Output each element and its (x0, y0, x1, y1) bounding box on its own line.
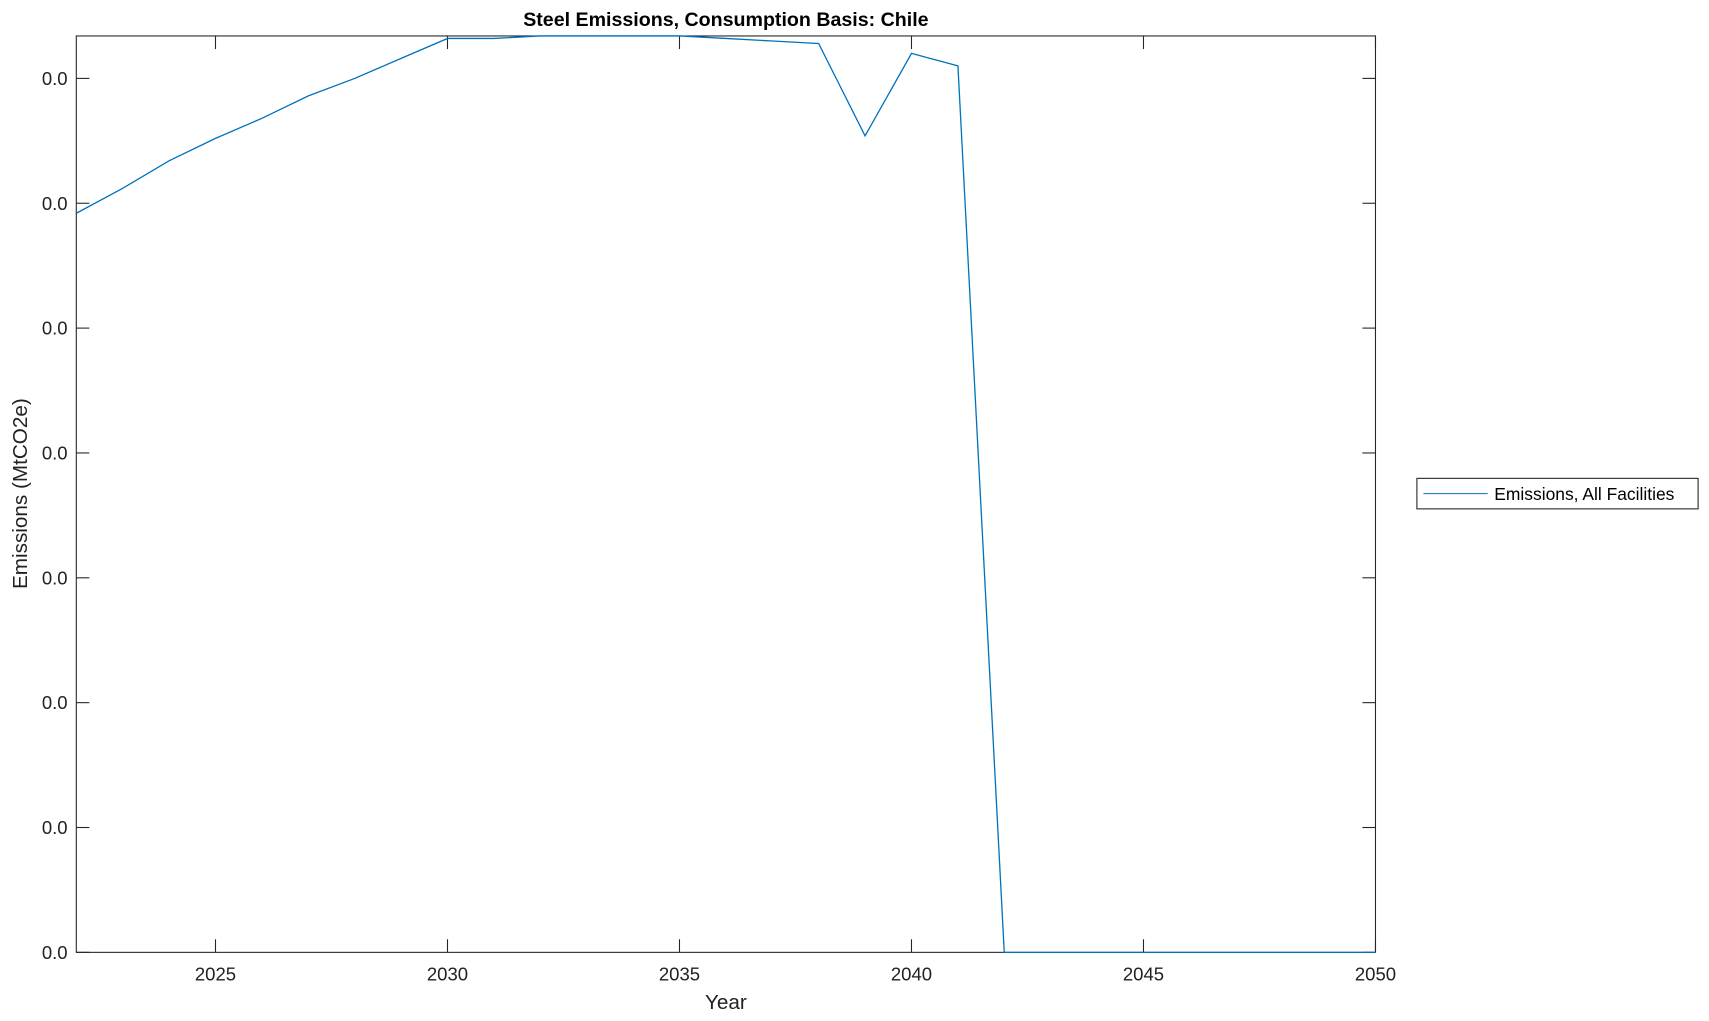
legend: Emissions, All Facilities (1416, 477, 1699, 510)
series-lines (75, 35, 1376, 954)
y-tick-label: 0.0 (42, 942, 68, 963)
x-axis: 2025 2030 2035 2040 2045 2050 (195, 35, 1396, 985)
x-tick-label: 2025 (195, 964, 236, 985)
chart-title: Steel Emissions, Consumption Basis: Chil… (523, 9, 928, 31)
x-axis-label: Year (705, 991, 747, 1014)
y-axis: 0.0 0.0 0.0 0.0 0.0 0.0 0.0 0.0 (42, 68, 1376, 963)
y-axis-label: Emissions (MtCO2e) (9, 398, 32, 589)
legend-label: Emissions, All Facilities (1494, 484, 1674, 504)
x-tick-label: 2030 (427, 964, 468, 985)
y-tick-label: 0.0 (42, 817, 68, 838)
y-tick-label: 0.0 (42, 68, 68, 89)
y-tick-label: 0.0 (42, 567, 68, 588)
plot-area (75, 35, 1377, 953)
y-tick-label: 0.0 (42, 692, 68, 713)
y-tick-label: 0.0 (42, 193, 68, 214)
series-line (75, 35, 1376, 954)
x-tick-label: 2050 (1355, 964, 1396, 985)
y-tick-label: 0.0 (42, 318, 68, 339)
x-tick-label: 2035 (659, 964, 700, 985)
x-tick-label: 2045 (1123, 964, 1164, 985)
x-tick-label: 2040 (891, 964, 932, 985)
y-tick-label: 0.0 (42, 442, 68, 463)
